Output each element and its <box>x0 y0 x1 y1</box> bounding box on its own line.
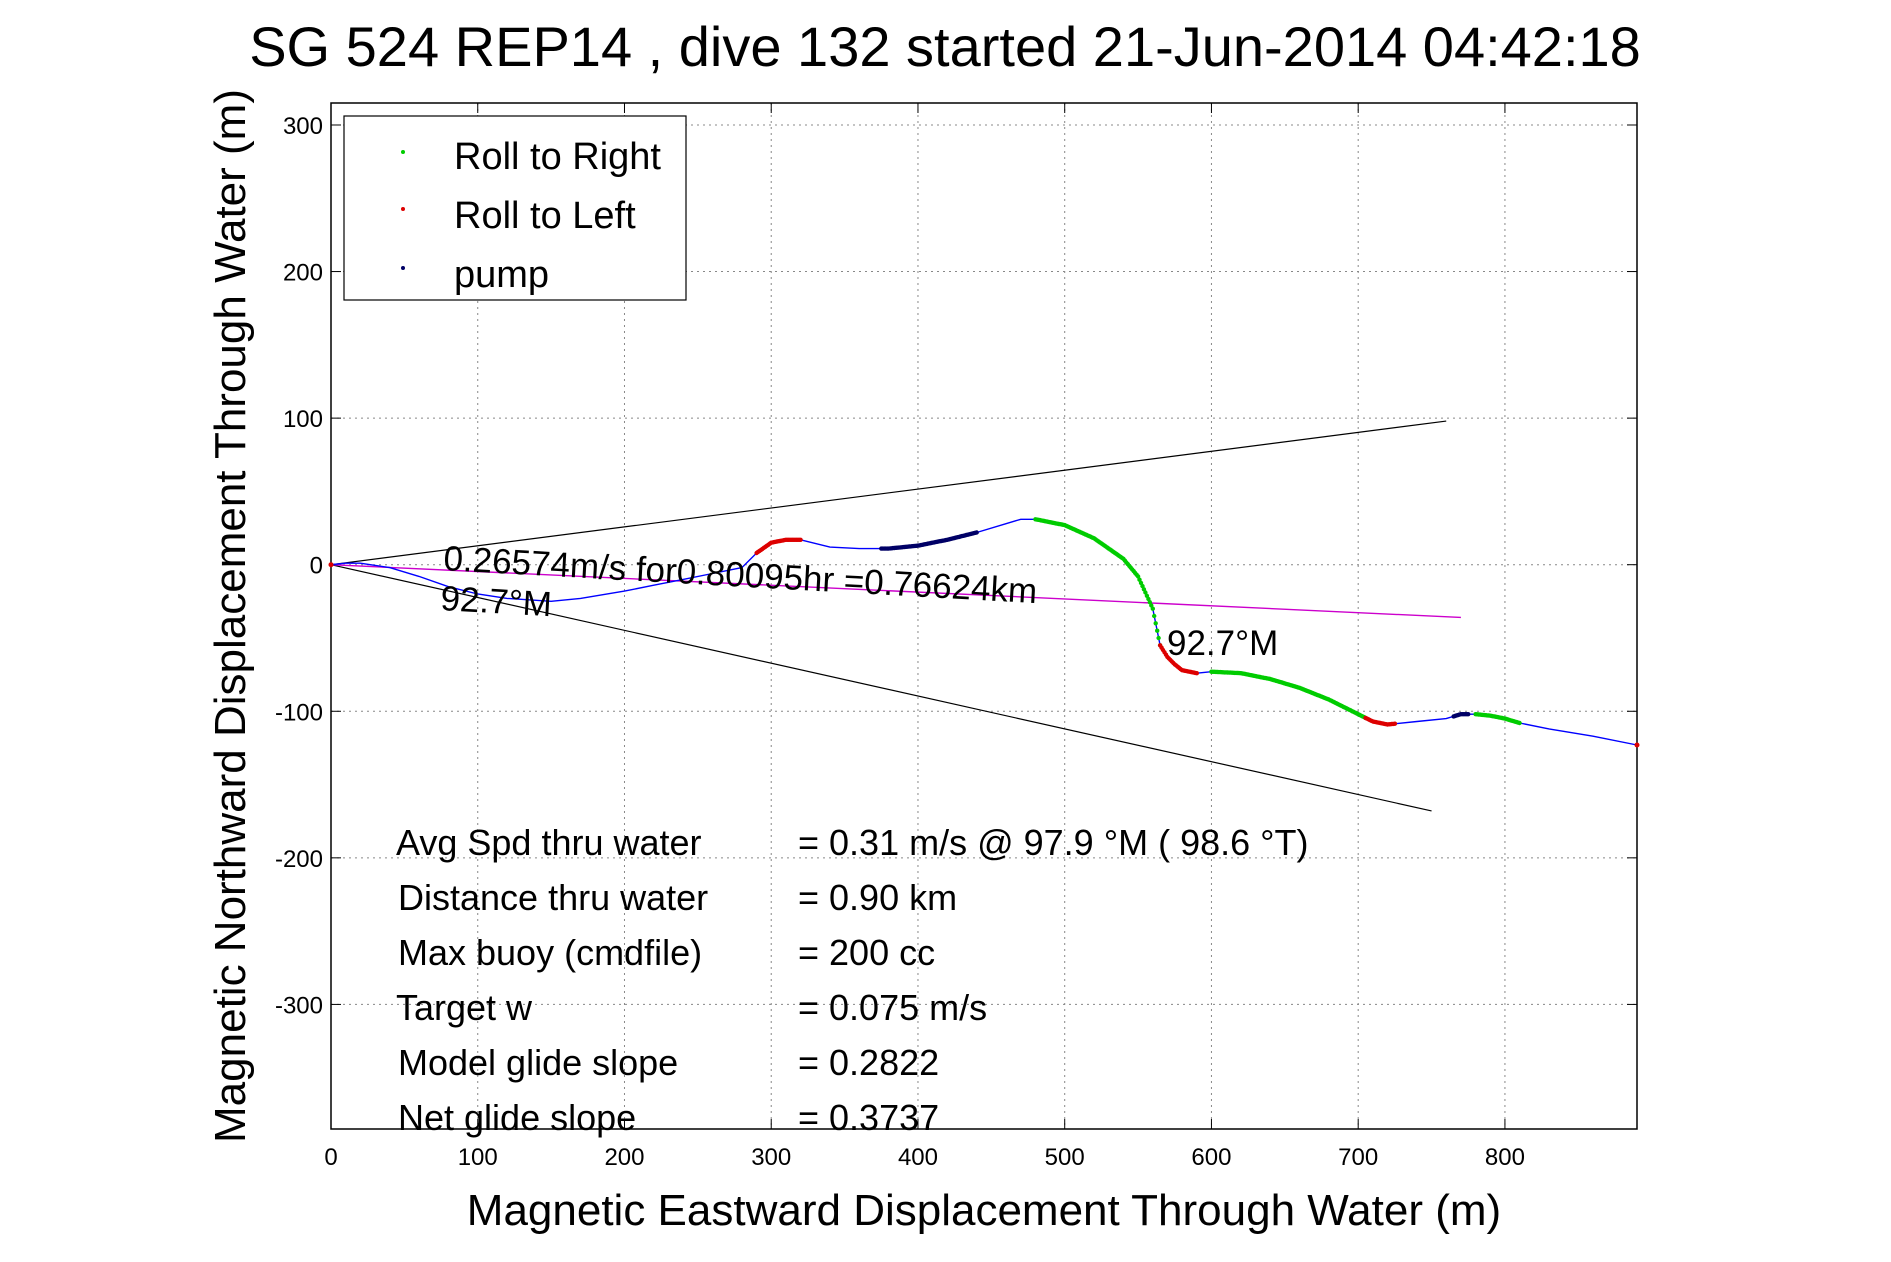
heading-line <box>330 564 1461 619</box>
chart-title: SG 524 REP14 , dive 132 started 21-Jun-2… <box>249 15 1641 78</box>
y-tick-label: -300 <box>275 992 323 1019</box>
x-tick-label: 200 <box>604 1144 644 1171</box>
x-tick-label: 0 <box>324 1144 337 1171</box>
stat-label-max-buoy: Max buoy (cmdfile) <box>398 932 702 973</box>
segment-marker-roll_right <box>1135 574 1141 579</box>
legend-label-roll-left: Roll to Left <box>454 195 636 237</box>
stat-label-model-glide: Model glide slope <box>398 1042 678 1083</box>
segment-marker-roll_right <box>1155 628 1160 633</box>
end-marker <box>1634 742 1640 748</box>
legend: Roll to Right Roll to Left pump <box>343 115 687 301</box>
x-axis-ticks: 0 100 200 300 400 500 600 700 800 <box>324 103 1525 1171</box>
stat-label-distance: Distance thru water <box>398 877 708 918</box>
legend-label-pump: pump <box>454 254 549 296</box>
x-tick-label: 800 <box>1485 1144 1525 1171</box>
x-tick-label: 400 <box>898 1144 938 1171</box>
y-tick-label: 200 <box>283 260 323 287</box>
stat-label-target-w: Target w <box>396 987 533 1028</box>
stat-value-target-w: = 0.075 m/s <box>798 987 987 1028</box>
segment-marker-roll_right <box>1150 606 1156 611</box>
heading-annotation-left: 92.7°M <box>440 579 553 624</box>
start-marker <box>328 562 334 568</box>
legend-marker-pump <box>401 266 405 270</box>
y-tick-label: 300 <box>283 113 323 140</box>
legend-label-roll-right: Roll to Right <box>454 136 661 178</box>
cone-lines <box>330 420 1447 812</box>
segment-marker-pump <box>974 530 979 535</box>
stat-value-avg-speed: = 0.31 m/s @ 97.9 °M ( 98.6 °T) <box>798 822 1309 863</box>
segment-marker-roll_right <box>1156 635 1161 641</box>
segment-marker-roll_left <box>1392 721 1398 726</box>
x-axis-label: Magnetic Eastward Displacement Through W… <box>467 1186 1501 1235</box>
y-tick-label: -200 <box>275 846 323 873</box>
stat-label-avg-speed: Avg Spd thru water <box>396 822 702 863</box>
segment-marker-pump <box>1466 712 1471 717</box>
heading-annotation-right: 92.7°M <box>1167 624 1278 663</box>
segment-marker-roll_right <box>1149 603 1154 608</box>
segment-marker-roll_right <box>1153 621 1158 626</box>
cone-line-0 <box>330 420 1447 566</box>
x-tick-label: 500 <box>1045 1144 1085 1171</box>
segment-marker-roll_left <box>798 537 803 542</box>
cone-line-1 <box>330 564 1432 812</box>
legend-marker-roll-left <box>401 207 405 211</box>
stat-value-net-glide: = 0.3737 <box>798 1097 939 1138</box>
x-tick-label: 300 <box>751 1144 791 1171</box>
heading-line-group <box>330 564 1461 619</box>
y-axis-label: Magnetic Northward Displacement Through … <box>206 89 255 1143</box>
y-tick-label: -100 <box>275 699 323 726</box>
roll-markers <box>328 517 1640 748</box>
x-tick-label: 700 <box>1338 1144 1378 1171</box>
y-tick-label: 100 <box>283 406 323 433</box>
segment-marker-roll_right <box>1517 720 1522 726</box>
legend-marker-roll-right <box>401 150 405 154</box>
legend-box <box>343 115 687 301</box>
stat-label-net-glide: Net glide slope <box>398 1097 636 1138</box>
y-tick-label: 0 <box>310 553 323 580</box>
x-tick-label: 600 <box>1191 1144 1231 1171</box>
stat-value-max-buoy: = 200 cc <box>798 932 935 973</box>
segment-marker-roll_left <box>1194 671 1200 676</box>
stats-block: Avg Spd thru water = 0.31 m/s @ 97.9 °M … <box>396 822 1309 1138</box>
stat-value-distance: = 0.90 km <box>798 877 957 918</box>
plot-frame <box>330 102 1638 1130</box>
segment-marker-roll_right <box>1143 590 1148 595</box>
x-tick-label: 100 <box>458 1144 498 1171</box>
y-axis-ticks: -300 -200 -100 0 100 200 300 <box>275 113 1637 1019</box>
stat-value-model-glide: = 0.2822 <box>798 1042 939 1083</box>
segment-marker-roll_right <box>1152 613 1157 619</box>
